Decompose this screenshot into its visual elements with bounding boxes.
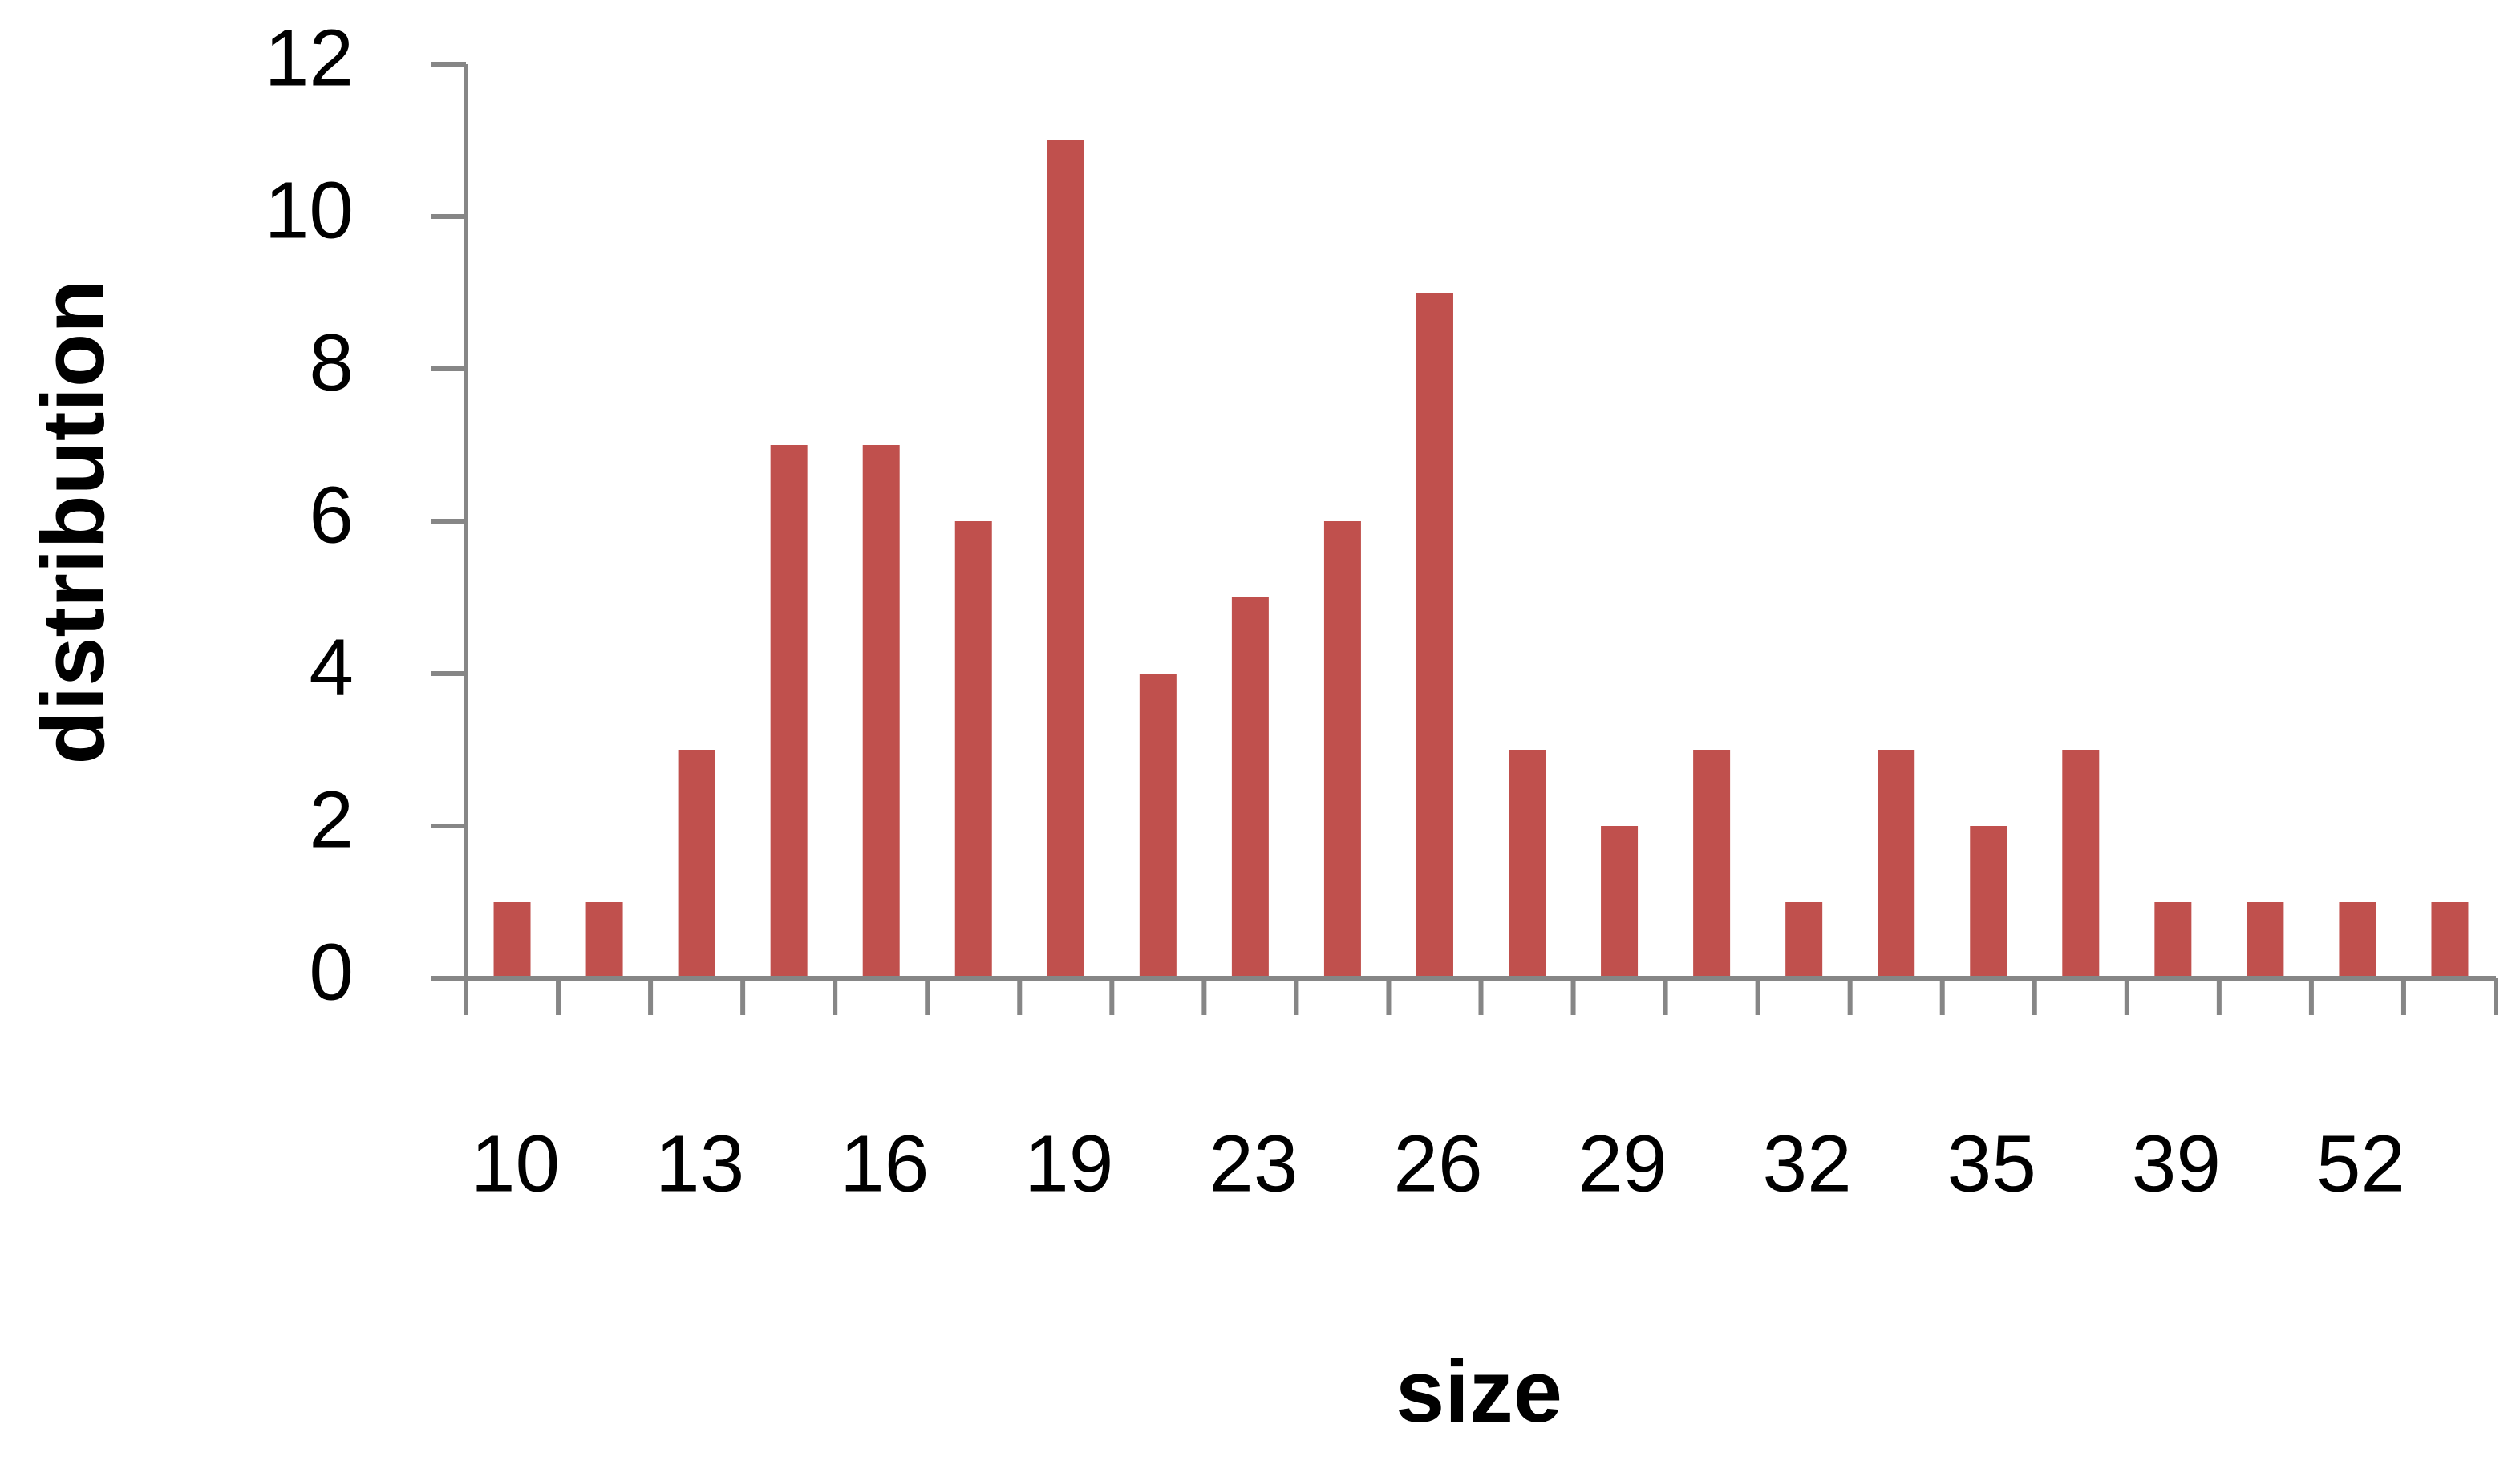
bar <box>2247 902 2284 978</box>
bar <box>954 521 992 978</box>
bar <box>2339 902 2376 978</box>
bar <box>1509 750 1546 978</box>
bar <box>2062 750 2100 978</box>
x-tick-label: 52 <box>2316 1119 2405 1208</box>
bar <box>1693 750 1731 978</box>
x-tick-label: 39 <box>2132 1119 2221 1208</box>
x-tick-label: 23 <box>1209 1119 1298 1208</box>
y-tick-label: 0 <box>309 927 354 1017</box>
bar <box>1416 293 1453 978</box>
bar <box>1139 674 1177 978</box>
bar <box>2154 902 2192 978</box>
y-tick-label: 8 <box>309 318 354 407</box>
bar <box>1047 140 1084 978</box>
x-tick-label: 19 <box>1024 1119 1113 1208</box>
x-tick-label: 26 <box>1393 1119 1482 1208</box>
y-tick-label: 6 <box>309 470 354 560</box>
bar <box>493 902 531 978</box>
x-tick-label: 16 <box>840 1119 929 1208</box>
x-tick-label: 35 <box>1947 1119 2036 1208</box>
y-tick-label: 4 <box>309 622 354 712</box>
bar <box>678 750 715 978</box>
x-tick-label: 32 <box>1763 1119 1852 1208</box>
bar <box>1323 521 1361 978</box>
bar <box>1601 826 1639 978</box>
x-tick-label: 13 <box>655 1119 744 1208</box>
y-axis-title: distribution <box>24 280 123 765</box>
bar <box>1970 826 2007 978</box>
x-tick-label: 10 <box>471 1119 560 1208</box>
x-axis-title: size <box>1396 1342 1562 1441</box>
y-tick-label: 2 <box>309 775 354 864</box>
y-tick-label: 10 <box>265 165 354 255</box>
bar <box>2431 902 2469 978</box>
y-tick-label: 12 <box>265 13 354 103</box>
x-tick-label: 29 <box>1578 1119 1667 1208</box>
bar <box>1878 750 1915 978</box>
bar <box>770 445 808 978</box>
bar <box>862 445 900 978</box>
bar <box>1231 597 1269 978</box>
bar <box>1785 902 1823 978</box>
bar <box>585 902 623 978</box>
